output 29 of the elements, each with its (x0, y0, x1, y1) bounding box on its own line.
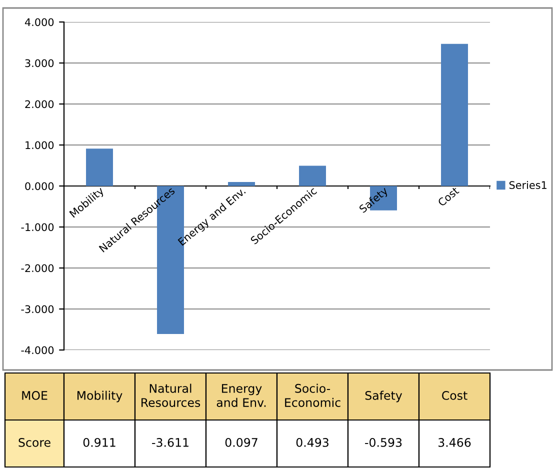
data-label: -0.593 (365, 438, 402, 447)
y-tick-label: -4.000 (21, 346, 54, 354)
x-tick-label: Energy and Env. (216, 384, 266, 407)
x-tick-label: Cost (442, 390, 468, 400)
y-tick-label: 4.000 (24, 18, 54, 26)
y-tick-label: 2.000 (25, 100, 54, 108)
bar (86, 148, 113, 186)
data-label: 0.097 (225, 438, 258, 447)
data-label: 0.493 (296, 438, 328, 447)
y-tick-label: -2.000 (21, 264, 54, 272)
data-label: 0.911 (83, 438, 116, 447)
bar (228, 182, 255, 186)
y-tick-label: -3.000 (21, 305, 54, 314)
bar (299, 166, 326, 186)
legend-label: Series1 (509, 180, 546, 190)
data-label: -3.611 (152, 438, 188, 447)
category-label: Cost (437, 186, 460, 207)
x-tick-label: Mobility (77, 390, 122, 402)
y-tick-label: 3.000 (25, 59, 54, 68)
y-tick-label: 0.000 (25, 182, 54, 190)
text: Score (18, 438, 50, 447)
x-tick-label: Socio-Economic (285, 384, 340, 407)
text: MOE (22, 390, 48, 400)
bar (441, 44, 468, 186)
data-label: 3.466 (438, 438, 471, 447)
x-tick-label: Safety (365, 390, 402, 402)
y-tick-label: 1.000 (26, 141, 54, 150)
x-tick-label: Natural Resources (142, 384, 200, 407)
y-tick-label: -1.000 (21, 223, 54, 232)
